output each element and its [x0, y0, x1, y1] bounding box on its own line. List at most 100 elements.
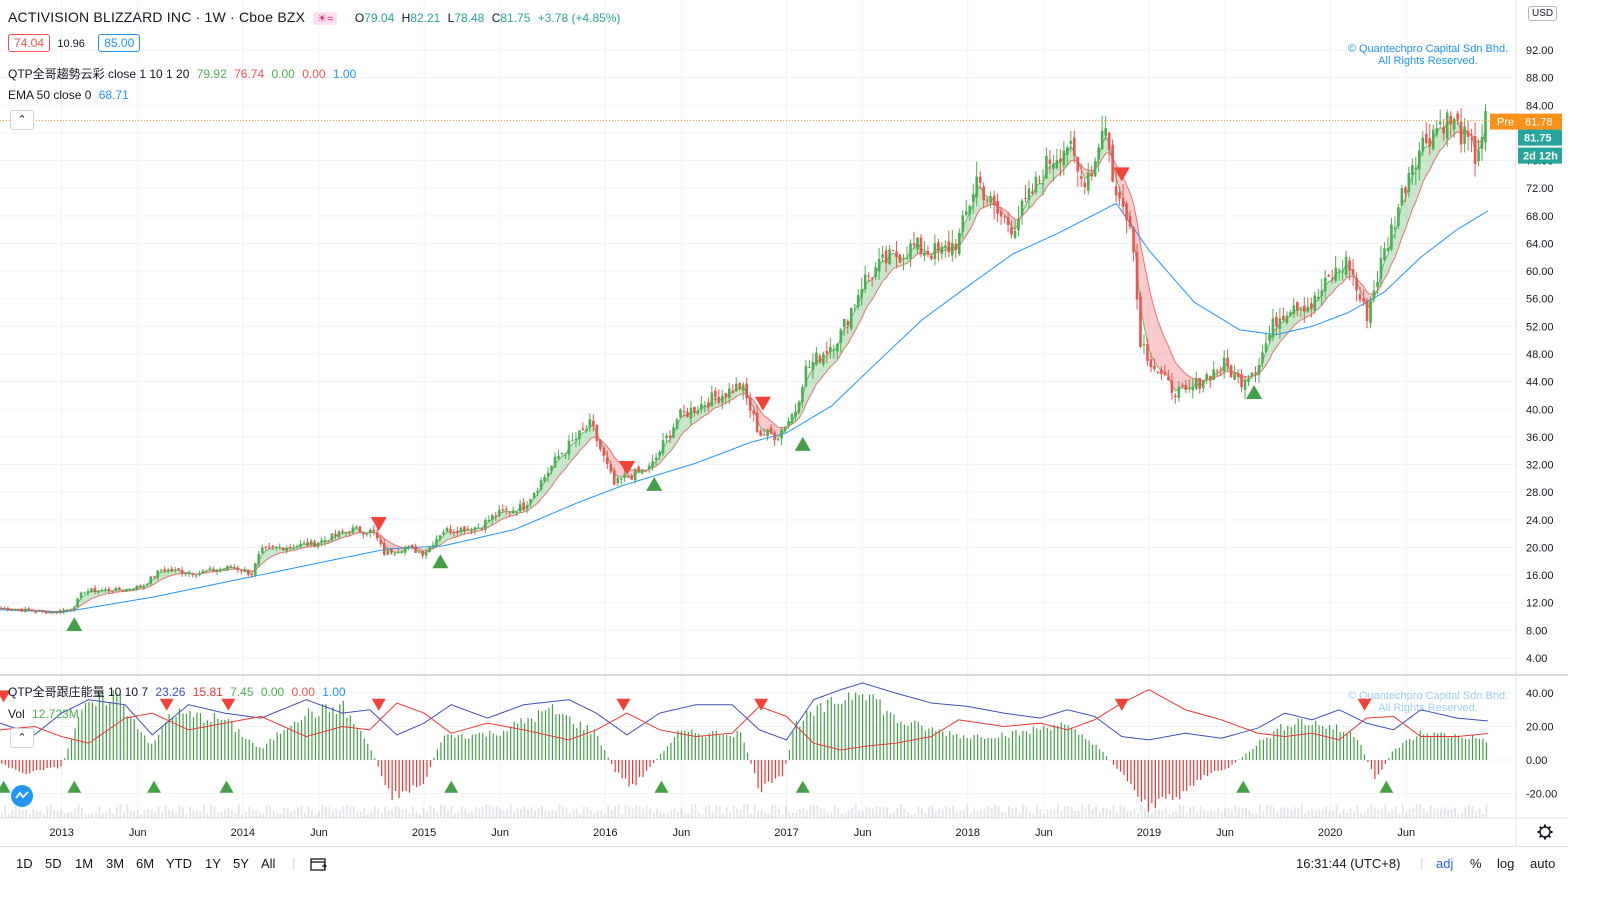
- candle[interactable]: [421, 550, 424, 559]
- candle[interactable]: [975, 161, 979, 207]
- candle[interactable]: [480, 527, 484, 531]
- candle[interactable]: [815, 347, 818, 366]
- candle[interactable]: [1233, 365, 1236, 381]
- settings-gear-icon[interactable]: [1537, 824, 1553, 840]
- candle[interactable]: [55, 610, 58, 615]
- symbol-title[interactable]: ACTIVISION BLIZZARD INC · 1W · Cboe BZX: [8, 9, 306, 25]
- candle[interactable]: [208, 565, 212, 570]
- candle[interactable]: [710, 385, 714, 407]
- candle[interactable]: [1142, 334, 1146, 355]
- candle[interactable]: [288, 544, 292, 551]
- candle[interactable]: [916, 237, 919, 254]
- candle[interactable]: [247, 569, 250, 577]
- candle[interactable]: [686, 407, 689, 418]
- candle[interactable]: [923, 241, 926, 262]
- candle[interactable]: [97, 589, 100, 595]
- candle[interactable]: [1313, 291, 1317, 315]
- candle[interactable]: [278, 543, 282, 550]
- candle[interactable]: [201, 568, 205, 574]
- candle[interactable]: [804, 359, 808, 388]
- candle[interactable]: [389, 547, 393, 555]
- candle[interactable]: [773, 429, 776, 447]
- candle[interactable]: [832, 344, 836, 359]
- candle[interactable]: [1100, 115, 1104, 150]
- candle[interactable]: [863, 265, 867, 294]
- candle[interactable]: [536, 487, 539, 496]
- candle[interactable]: [992, 190, 996, 220]
- candle[interactable]: [107, 586, 111, 594]
- candle[interactable]: [344, 531, 348, 537]
- candle[interactable]: [386, 548, 390, 556]
- candle[interactable]: [51, 611, 55, 614]
- candle[interactable]: [191, 572, 194, 578]
- candle[interactable]: [470, 527, 473, 535]
- candle[interactable]: [114, 587, 118, 593]
- candle[interactable]: [1250, 372, 1254, 380]
- candle[interactable]: [759, 429, 762, 437]
- candle[interactable]: [233, 564, 236, 570]
- candle[interactable]: [724, 392, 728, 405]
- candle[interactable]: [696, 405, 700, 416]
- candle[interactable]: [149, 576, 153, 587]
- volume-legend[interactable]: Vol 12.723M: [8, 707, 79, 721]
- candle[interactable]: [79, 591, 83, 601]
- candle[interactable]: [567, 434, 571, 461]
- candle[interactable]: [1442, 118, 1445, 141]
- candle[interactable]: [849, 307, 853, 332]
- candle[interactable]: [1017, 206, 1020, 237]
- candle[interactable]: [539, 477, 543, 492]
- candle[interactable]: [334, 529, 337, 540]
- candle[interactable]: [651, 454, 654, 472]
- candle[interactable]: [337, 530, 341, 539]
- candle[interactable]: [703, 401, 707, 413]
- candle[interactable]: [738, 381, 742, 391]
- candle[interactable]: [1418, 142, 1421, 181]
- candle[interactable]: [1435, 120, 1439, 138]
- candle[interactable]: [76, 597, 79, 608]
- candle[interactable]: [1289, 309, 1292, 317]
- candle[interactable]: [522, 498, 525, 512]
- candle[interactable]: [1424, 122, 1428, 145]
- candle[interactable]: [1205, 371, 1209, 385]
- candle[interactable]: [369, 528, 372, 538]
- candle[interactable]: [1438, 109, 1442, 127]
- candle[interactable]: [1477, 138, 1480, 167]
- candle[interactable]: [672, 423, 675, 439]
- candle[interactable]: [560, 452, 564, 456]
- candle[interactable]: [1306, 297, 1310, 314]
- candle[interactable]: [1351, 259, 1355, 287]
- candle[interactable]: [930, 253, 933, 261]
- candle[interactable]: [1275, 312, 1278, 335]
- candle[interactable]: [1097, 143, 1100, 173]
- candle[interactable]: [714, 387, 717, 405]
- candle[interactable]: [166, 567, 170, 574]
- candle[interactable]: [90, 587, 93, 593]
- candle[interactable]: [961, 210, 965, 239]
- candle[interactable]: [0, 606, 3, 610]
- candle[interactable]: [1341, 260, 1344, 281]
- candle[interactable]: [532, 491, 536, 500]
- candle[interactable]: [766, 428, 769, 441]
- candle[interactable]: [1006, 211, 1010, 233]
- candle[interactable]: [978, 171, 982, 189]
- candle[interactable]: [215, 568, 219, 575]
- candle[interactable]: [435, 535, 438, 548]
- candle[interactable]: [1198, 377, 1202, 394]
- candle[interactable]: [62, 607, 65, 614]
- candle[interactable]: [679, 408, 682, 419]
- candle[interactable]: [919, 234, 923, 258]
- candle[interactable]: [1156, 370, 1160, 374]
- candle[interactable]: [1215, 368, 1219, 376]
- candle[interactable]: [1020, 198, 1024, 225]
- candle[interactable]: [1268, 325, 1271, 344]
- candle[interactable]: [111, 590, 114, 594]
- candle[interactable]: [414, 543, 417, 553]
- candle[interactable]: [69, 608, 72, 612]
- candle[interactable]: [1299, 306, 1303, 318]
- candle[interactable]: [1271, 308, 1275, 342]
- candle[interactable]: [1452, 116, 1456, 138]
- candle[interactable]: [477, 523, 480, 529]
- candle[interactable]: [1393, 216, 1397, 239]
- candle[interactable]: [1041, 169, 1045, 196]
- candle[interactable]: [170, 566, 173, 573]
